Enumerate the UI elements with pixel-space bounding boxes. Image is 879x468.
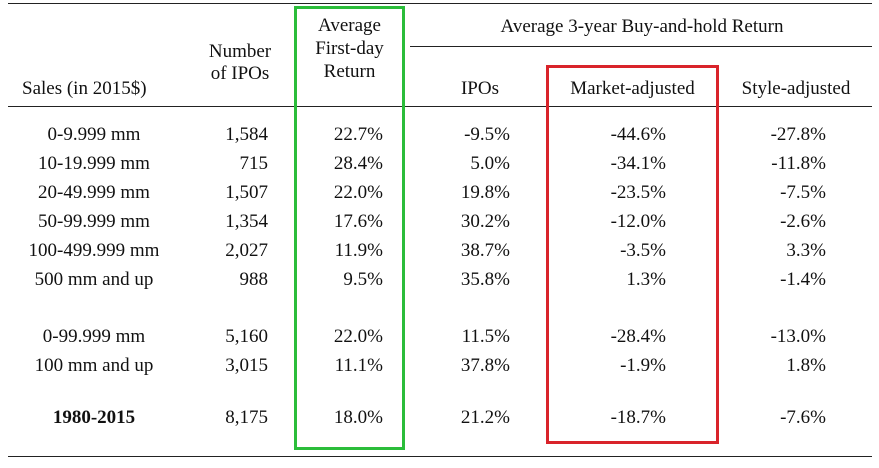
row-sales-label: 1980-2015 [52, 407, 136, 428]
row-sales-label: 500 mm and up [34, 269, 154, 290]
row-sales-label: 0-99.999 mm [42, 326, 146, 347]
row-style-adjusted: -27.8% [770, 124, 826, 145]
row-ipos-return: 35.8% [460, 269, 510, 290]
row-number-of-ipos: 2,027 [225, 240, 268, 261]
row-number-of-ipos: 1,507 [225, 182, 268, 203]
row-sales-label: 10-19.999 mm [38, 153, 150, 174]
row-ipos-return: 11.5% [461, 326, 510, 347]
row-market-adjusted: -28.4% [610, 326, 666, 347]
row-ipos-return: 38.7% [460, 240, 510, 261]
row-first-day-return: 18.0% [333, 407, 383, 428]
ipos-column-header: IPOs [460, 78, 499, 99]
row-number-of-ipos: 3,015 [225, 355, 268, 376]
row-market-adjusted: -18.7% [610, 407, 666, 428]
row-style-adjusted: -7.6% [780, 407, 826, 428]
first-day-header-line3: Return [323, 61, 376, 82]
row-ipos-return: 5.0% [470, 153, 510, 174]
header-bottom-rule [8, 106, 872, 107]
row-first-day-return: 11.9% [334, 240, 383, 261]
row-ipos-return: -9.5% [464, 124, 510, 145]
row-market-adjusted: -12.0% [610, 211, 666, 232]
row-sales-label: 20-49.999 mm [38, 182, 150, 203]
num-ipos-header-line2: of IPOs [210, 63, 270, 84]
row-style-adjusted: -1.4% [780, 269, 826, 290]
row-number-of-ipos: 8,175 [225, 407, 268, 428]
first-day-return-highlight-box [294, 6, 405, 450]
sales-column-header: Sales (in 2015$) [22, 78, 147, 99]
row-first-day-return: 22.0% [333, 182, 383, 203]
row-first-day-return: 28.4% [333, 153, 383, 174]
row-style-adjusted: 1.8% [786, 355, 826, 376]
row-number-of-ipos: 715 [239, 153, 269, 174]
row-first-day-return: 11.1% [334, 355, 383, 376]
row-number-of-ipos: 988 [239, 269, 269, 290]
row-number-of-ipos: 5,160 [225, 326, 268, 347]
buy-hold-group-rule [410, 46, 872, 47]
row-market-adjusted: -1.9% [620, 355, 666, 376]
row-style-adjusted: -7.5% [780, 182, 826, 203]
row-sales-label: 50-99.999 mm [38, 211, 150, 232]
row-sales-label: 0-9.999 mm [47, 124, 141, 145]
bottom-rule [8, 456, 872, 457]
row-sales-label: 100 mm and up [34, 355, 154, 376]
row-number-of-ipos: 1,354 [225, 211, 268, 232]
row-style-adjusted: -11.8% [771, 153, 826, 174]
first-day-header-line2: First-day [315, 38, 384, 59]
row-sales-label: 100-499.999 mm [28, 240, 160, 261]
num-ipos-header-line1: Number [208, 41, 272, 62]
market-adjusted-highlight-box [546, 65, 719, 444]
row-ipos-return: 30.2% [460, 211, 510, 232]
row-market-adjusted: -3.5% [620, 240, 666, 261]
row-first-day-return: 22.0% [333, 326, 383, 347]
row-first-day-return: 17.6% [333, 211, 383, 232]
row-first-day-return: 9.5% [343, 269, 383, 290]
top-rule [8, 3, 872, 4]
row-number-of-ipos: 1,584 [225, 124, 268, 145]
row-ipos-return: 19.8% [460, 182, 510, 203]
row-first-day-return: 22.7% [333, 124, 383, 145]
row-ipos-return: 37.8% [460, 355, 510, 376]
row-market-adjusted: -23.5% [610, 182, 666, 203]
row-market-adjusted: -34.1% [610, 153, 666, 174]
row-market-adjusted: -44.6% [610, 124, 666, 145]
buy-hold-group-header: Average 3-year Buy-and-hold Return [500, 16, 784, 37]
row-style-adjusted: -13.0% [770, 326, 826, 347]
row-style-adjusted: 3.3% [786, 240, 826, 261]
market-adjusted-column-header: Market-adjusted [570, 78, 695, 99]
row-ipos-return: 21.2% [460, 407, 510, 428]
style-adjusted-column-header: Style-adjusted [741, 78, 851, 99]
row-style-adjusted: -2.6% [780, 211, 826, 232]
row-market-adjusted: 1.3% [626, 269, 666, 290]
first-day-header-line1: Average [318, 15, 381, 36]
